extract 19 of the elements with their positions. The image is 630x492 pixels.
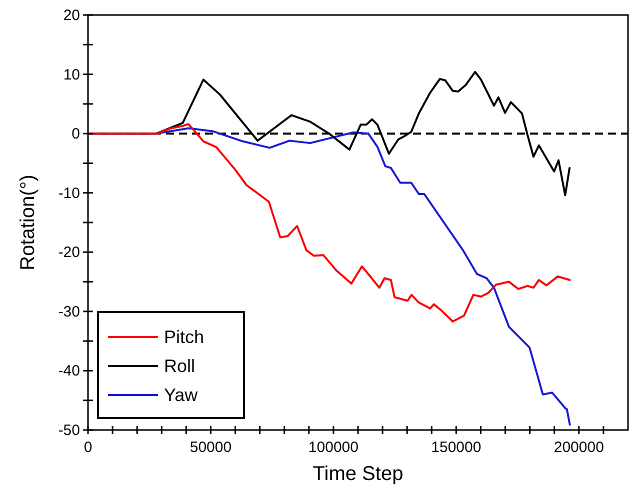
y-tick-label: -50	[58, 422, 80, 439]
x-axis-title: Time Step	[312, 463, 404, 485]
legend-label: Pitch	[164, 327, 204, 347]
line-series	[87, 123, 571, 323]
legend-label: Roll	[164, 356, 196, 376]
y-tick-label: -10	[58, 184, 80, 202]
x-tick-label: 0	[84, 439, 92, 456]
y-tick-label: 10	[63, 66, 80, 84]
x-tick-label: 50000	[190, 439, 232, 456]
y-tick-label: -40	[58, 362, 80, 380]
x-tick-label: 150000	[431, 439, 482, 456]
y-tick-label: -30	[58, 303, 80, 320]
x-tick-label: 100000	[308, 439, 358, 456]
x-tick-label: 200000	[554, 439, 604, 456]
y-tick-label: 0	[72, 126, 80, 143]
y-tick-label: 20	[63, 7, 80, 24]
y-axis-title: Rotation(°)	[17, 174, 39, 270]
legend-label: Yaw	[164, 385, 199, 405]
y-tick-label: -20	[58, 244, 80, 262]
